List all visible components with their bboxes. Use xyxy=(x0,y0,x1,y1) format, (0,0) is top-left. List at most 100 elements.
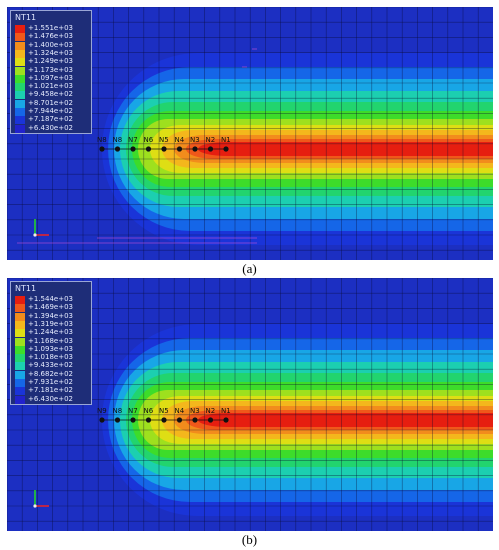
node-label: N1 xyxy=(221,407,231,415)
legend-value: +8.682e+02 xyxy=(28,369,73,378)
legend-row: +7.187e+02 xyxy=(15,115,91,125)
legend-row: +1.093e+03 xyxy=(15,344,91,354)
legend-swatch xyxy=(15,320,25,329)
legend-swatch xyxy=(15,25,25,33)
legend-row: +1.168e+03 xyxy=(15,336,91,346)
node-label: N8 xyxy=(97,136,107,144)
caption-b: (b) xyxy=(241,532,258,547)
legend-title-a: NT11 xyxy=(15,13,37,22)
legend-row: +7.931e+02 xyxy=(15,378,91,387)
legend-swatch xyxy=(15,124,25,133)
color-legend-a: NT11 +1.551e+03 +1.476e+03 +1.400e+03 +1.32… xyxy=(10,10,92,134)
legend-row: +7.944e+02 xyxy=(15,107,91,116)
legend-swatch xyxy=(15,91,25,100)
node-label: N2 xyxy=(206,407,216,415)
legend-row: +1.400e+03 xyxy=(15,40,91,50)
legend-swatch xyxy=(15,379,25,387)
node-label: N6 xyxy=(144,136,154,144)
legend-row: +1.394e+03 xyxy=(15,312,91,321)
node-label: N4 xyxy=(175,407,185,415)
legend-row: +9.458e+02 xyxy=(15,90,91,100)
legend-swatch xyxy=(15,362,25,371)
legend-swatch xyxy=(15,74,25,83)
legend-value: +1.093e+03 xyxy=(28,344,73,353)
legend-row: +9.433e+02 xyxy=(15,361,91,371)
legend-row: +1.021e+03 xyxy=(15,82,91,92)
legend-value: +1.319e+03 xyxy=(28,319,73,328)
node-label: N3 xyxy=(190,136,200,144)
legend-value: +7.187e+02 xyxy=(28,115,73,124)
legend-row: +1.249e+03 xyxy=(15,57,91,67)
legend-value: +7.181e+02 xyxy=(28,386,73,395)
legend-swatch xyxy=(15,116,25,125)
legend-value: +1.173e+03 xyxy=(28,65,73,74)
node-label: N6 xyxy=(144,407,154,415)
legend-swatch xyxy=(15,296,25,304)
legend-row: +1.244e+03 xyxy=(15,328,91,338)
legend-swatch xyxy=(15,329,25,338)
node-label: N7 xyxy=(128,407,138,415)
z-axis-origin-icon xyxy=(33,233,37,237)
node-label: N1 xyxy=(221,136,231,144)
legend-row: +6.430e+02 xyxy=(15,394,91,404)
legend-row: +8.701e+02 xyxy=(15,99,91,108)
legend-swatch xyxy=(15,49,25,58)
node-label: N4 xyxy=(175,136,185,144)
temperature-field-a: N8 N8 N7 N6 N5 N4 N3 N2 N1 xyxy=(7,7,493,260)
legend-row: +7.181e+02 xyxy=(15,386,91,396)
legend-swatch xyxy=(15,33,25,42)
legend-value: +7.931e+02 xyxy=(28,378,73,386)
render-artifacts xyxy=(17,48,257,244)
legend-value: +9.458e+02 xyxy=(28,90,73,99)
legend-swatch xyxy=(15,108,25,116)
legend-row: +1.551e+03 xyxy=(15,24,91,33)
legend-value: +1.168e+03 xyxy=(28,336,73,345)
legend-swatch xyxy=(15,41,25,50)
node-label: N5 xyxy=(159,407,169,415)
legend-swatch xyxy=(15,345,25,354)
legend-value: +1.097e+03 xyxy=(28,73,73,82)
legend-value: +1.249e+03 xyxy=(28,57,73,66)
contour-plot-a: N8 N8 N7 N6 N5 N4 N3 N2 N1 NT11 +1.551e+03 +1.476… xyxy=(7,7,493,260)
legend-value: +1.544e+03 xyxy=(28,295,73,303)
legend-value: +1.324e+03 xyxy=(28,48,73,57)
legend-value: +1.469e+03 xyxy=(28,303,73,312)
node-label: N8 xyxy=(113,407,123,415)
z-axis-origin-icon xyxy=(33,504,37,508)
legend-value: +7.944e+02 xyxy=(28,107,73,115)
temperature-field-b: N9 N8 N7 N6 N5 N4 N3 N2 N1 xyxy=(7,278,493,531)
legend-title-b: NT11 xyxy=(15,284,37,293)
mesh-grid xyxy=(7,278,493,531)
node-label: N7 xyxy=(128,136,138,144)
legend-value: +1.018e+03 xyxy=(28,353,73,362)
legend-value: +6.430e+02 xyxy=(28,123,73,132)
legend-value: +1.400e+03 xyxy=(28,40,73,49)
legend-swatch xyxy=(15,312,25,321)
legend-row: +6.430e+02 xyxy=(15,123,91,133)
legend-value: +1.021e+03 xyxy=(28,82,73,91)
caption-a: (a) xyxy=(242,261,257,276)
legend-row: +1.544e+03 xyxy=(15,295,91,304)
legend-value: +6.430e+02 xyxy=(28,394,73,403)
color-legend-b: NT11 +1.544e+03 +1.469e+03 +1.394e+03 +1.31… xyxy=(10,281,92,405)
node-label: N3 xyxy=(190,407,200,415)
legend-swatch xyxy=(15,354,25,363)
legend-value: +9.433e+02 xyxy=(28,361,73,370)
node-label: N5 xyxy=(159,136,169,144)
legend-row: +1.476e+03 xyxy=(15,32,91,42)
legend-row: +1.173e+03 xyxy=(15,65,91,75)
legend-swatch xyxy=(15,395,25,404)
legend-value: +1.244e+03 xyxy=(28,328,73,337)
legend-row: +8.682e+02 xyxy=(15,369,91,379)
legend-value: +1.476e+03 xyxy=(28,32,73,41)
legend-row: +1.018e+03 xyxy=(15,353,91,363)
legend-row: +1.319e+03 xyxy=(15,319,91,329)
legend-swatch xyxy=(15,387,25,396)
contour-plot-b: N9 N8 N7 N6 N5 N4 N3 N2 N1 NT11 +1.544e+03 +1.469… xyxy=(7,278,493,531)
legend-swatch xyxy=(15,83,25,92)
temperature-band xyxy=(198,413,493,427)
legend-swatch xyxy=(15,58,25,67)
node-label: N8 xyxy=(113,136,123,144)
legend-row: +1.324e+03 xyxy=(15,48,91,58)
legend-swatch xyxy=(15,337,25,346)
